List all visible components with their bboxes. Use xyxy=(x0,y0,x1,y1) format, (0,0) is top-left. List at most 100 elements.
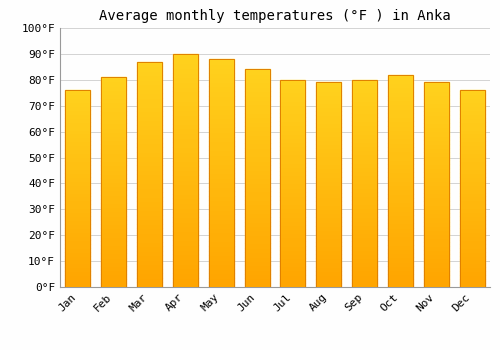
Bar xyxy=(388,134,413,138)
Bar xyxy=(388,228,413,232)
Bar xyxy=(424,193,449,197)
Bar xyxy=(244,222,270,226)
Bar xyxy=(173,63,198,68)
Bar xyxy=(66,141,90,145)
Bar xyxy=(101,77,126,82)
Bar xyxy=(424,107,449,111)
Bar xyxy=(424,144,449,148)
Bar xyxy=(244,217,270,222)
Bar xyxy=(460,130,484,133)
Bar xyxy=(388,257,413,261)
Bar xyxy=(244,252,270,257)
Bar xyxy=(316,209,342,214)
Bar xyxy=(280,121,305,125)
Bar xyxy=(280,258,305,262)
Bar xyxy=(101,182,126,186)
Bar xyxy=(101,82,126,86)
Bar xyxy=(460,110,484,114)
Bar xyxy=(316,230,342,234)
Bar xyxy=(244,83,270,87)
Bar xyxy=(316,267,342,271)
Bar xyxy=(388,270,413,274)
Bar xyxy=(280,96,305,100)
Bar xyxy=(352,163,377,167)
Bar xyxy=(316,193,342,197)
Bar xyxy=(208,73,234,77)
Bar xyxy=(101,228,126,232)
Bar xyxy=(460,173,484,177)
Bar xyxy=(66,102,90,106)
Bar xyxy=(316,173,342,176)
Bar xyxy=(388,75,413,287)
Bar xyxy=(460,122,484,126)
Bar xyxy=(352,196,377,200)
Bar xyxy=(280,88,305,92)
Bar xyxy=(352,183,377,188)
Bar xyxy=(424,82,449,86)
Bar xyxy=(316,91,342,95)
Bar xyxy=(208,219,234,223)
Bar xyxy=(352,212,377,217)
Bar xyxy=(66,161,90,165)
Bar xyxy=(101,274,126,279)
Bar xyxy=(424,123,449,127)
Bar xyxy=(66,204,90,208)
Bar xyxy=(244,209,270,213)
Bar xyxy=(244,104,270,108)
Bar xyxy=(280,250,305,254)
Bar xyxy=(244,183,270,187)
Bar xyxy=(460,196,484,201)
Bar xyxy=(244,69,270,287)
Bar xyxy=(66,173,90,177)
Bar xyxy=(316,205,342,209)
Bar xyxy=(137,174,162,179)
Bar xyxy=(173,166,198,170)
Bar xyxy=(460,149,484,153)
Bar xyxy=(316,135,342,140)
Bar xyxy=(101,165,126,169)
Bar xyxy=(280,130,305,134)
Bar xyxy=(460,181,484,185)
Bar xyxy=(173,217,198,222)
Bar xyxy=(66,90,90,287)
Bar xyxy=(208,159,234,164)
Bar xyxy=(280,271,305,274)
Bar xyxy=(424,197,449,201)
Bar xyxy=(137,152,162,156)
Bar xyxy=(244,204,270,209)
Bar xyxy=(460,118,484,122)
Bar xyxy=(316,123,342,127)
Bar xyxy=(173,86,198,91)
Bar xyxy=(173,147,198,152)
Bar xyxy=(316,271,342,275)
Bar xyxy=(388,283,413,287)
Bar xyxy=(460,189,484,192)
Bar xyxy=(173,250,198,254)
Bar xyxy=(208,282,234,287)
Bar xyxy=(460,193,484,196)
Bar xyxy=(244,265,270,270)
Bar xyxy=(137,260,162,265)
Bar xyxy=(388,198,413,202)
Bar xyxy=(101,232,126,237)
Bar xyxy=(173,114,198,119)
Bar xyxy=(352,237,377,241)
Bar xyxy=(137,147,162,152)
Bar xyxy=(208,114,234,118)
Bar xyxy=(460,232,484,236)
Bar xyxy=(137,98,162,102)
Bar xyxy=(352,105,377,109)
Bar xyxy=(101,266,126,270)
Bar xyxy=(137,107,162,111)
Bar xyxy=(460,236,484,240)
Bar xyxy=(244,74,270,78)
Bar xyxy=(388,108,413,113)
Bar xyxy=(208,205,234,210)
Bar xyxy=(316,82,342,287)
Bar xyxy=(280,221,305,225)
Bar xyxy=(460,279,484,283)
Bar xyxy=(280,254,305,258)
Bar xyxy=(460,98,484,102)
Bar xyxy=(101,203,126,207)
Bar xyxy=(460,153,484,157)
